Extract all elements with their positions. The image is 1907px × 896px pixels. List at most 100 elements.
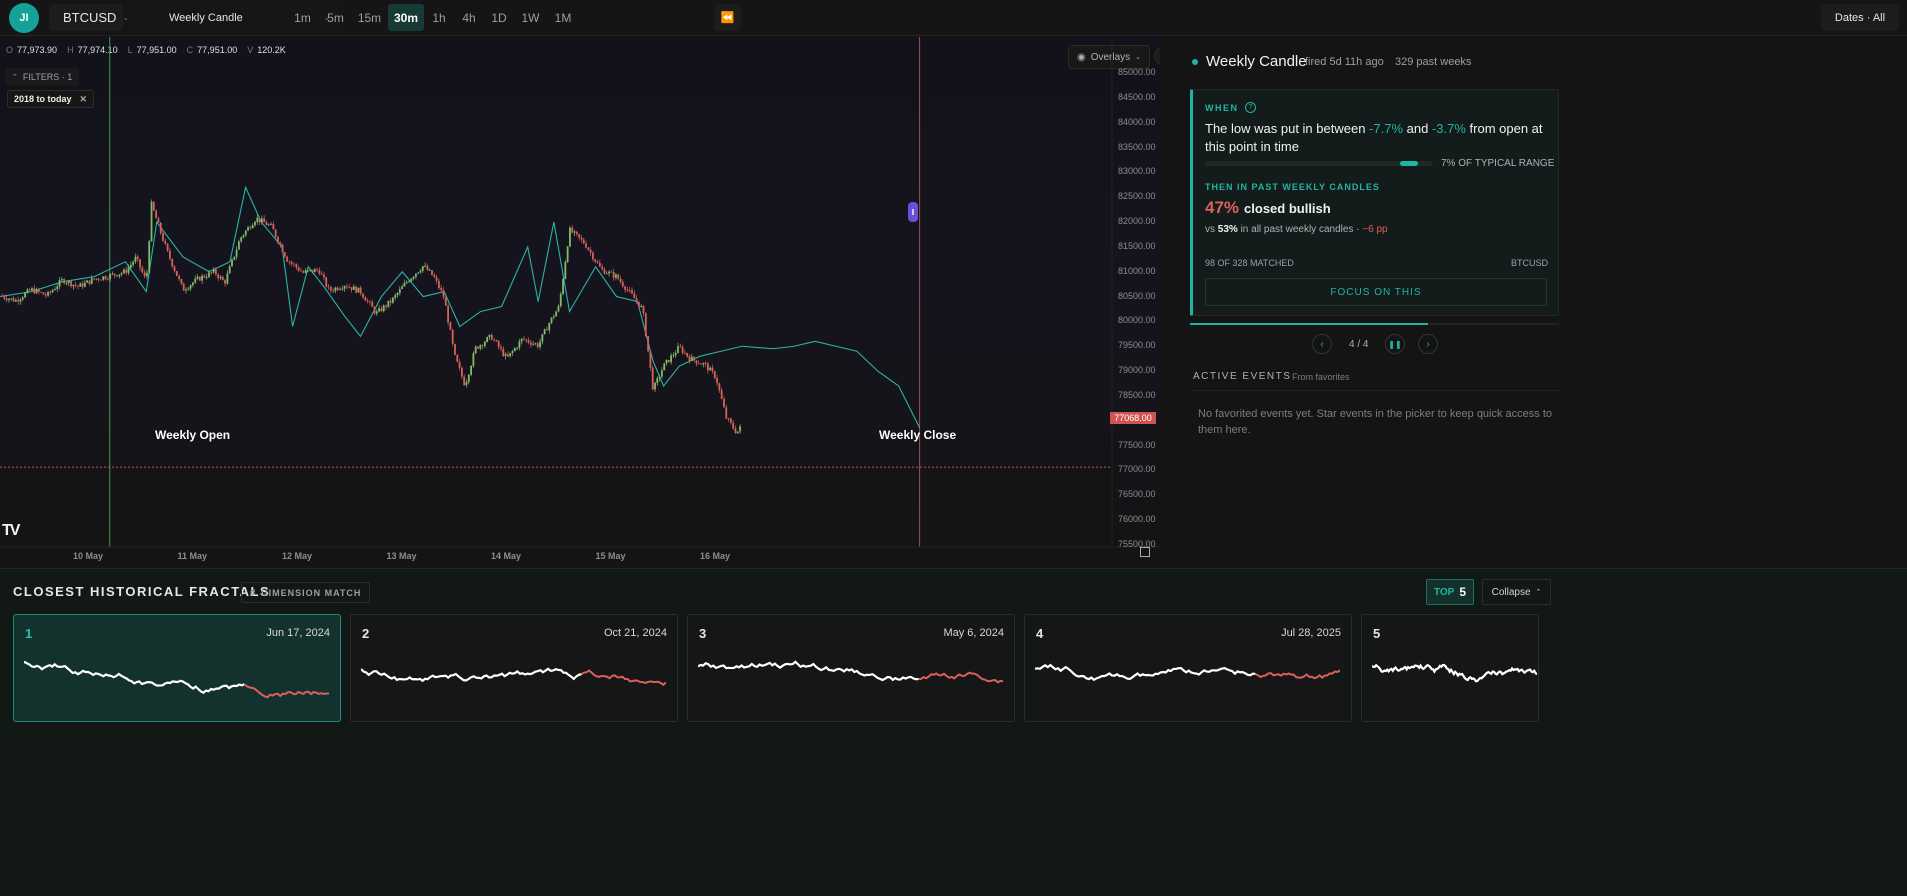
dimension-match-button[interactable]: ⧣ DIMENSION MATCH	[241, 582, 371, 603]
chevron-left-icon: ‹	[1320, 338, 1324, 350]
candle-body	[95, 278, 98, 280]
candle-body	[693, 356, 695, 361]
collapse-button[interactable]: Collapse ⌃	[1482, 579, 1551, 605]
candle-body	[198, 276, 201, 281]
candle-body	[573, 231, 576, 233]
candle-body	[385, 305, 387, 307]
candle-body	[231, 259, 233, 267]
candle-body	[339, 288, 341, 290]
x-tick-label: 12 May	[282, 551, 313, 561]
candle-body	[394, 295, 397, 298]
pause-icon: ❚❚	[1388, 339, 1402, 349]
fractal-card[interactable]: 5	[1361, 614, 1539, 722]
candle-body	[162, 233, 164, 241]
range-text: 7% OF TYPICAL RANGE	[1441, 158, 1555, 169]
replay-button[interactable]: ⏪	[714, 4, 741, 31]
candle-body	[171, 258, 174, 267]
prev-button[interactable]: ‹	[1312, 334, 1332, 354]
candle-body	[502, 348, 505, 357]
timeframe-1M[interactable]: 1M	[554, 10, 572, 25]
candle-body	[93, 278, 95, 280]
candle-body	[619, 278, 622, 282]
candle-body	[683, 352, 686, 354]
symbol-selector[interactable]: BTCUSD ⌄	[49, 4, 129, 31]
time-handle[interactable]: ‖	[908, 202, 918, 222]
price-chart[interactable]: O 77,973.90 H 77,974.10 L 77,951.00 C 77,951…	[0, 37, 1160, 567]
candle-body	[442, 290, 445, 297]
candle-body	[369, 301, 371, 303]
candle-body	[51, 290, 54, 293]
fullscreen-icon[interactable]	[1140, 547, 1150, 557]
timeframe-1m[interactable]: 1m	[294, 10, 311, 25]
candle-body	[555, 311, 558, 317]
candle-body	[304, 270, 307, 273]
candle-body	[665, 360, 668, 364]
pause-button[interactable]: ❚❚	[1385, 334, 1405, 354]
candle-body	[373, 306, 376, 314]
candle-body	[274, 229, 277, 237]
fractal-card[interactable]: 2 Oct 21, 2024	[350, 614, 678, 722]
candle-body	[504, 354, 507, 357]
timeframe-15m[interactable]: 15m	[357, 10, 382, 25]
candle-body	[711, 367, 714, 372]
candle-body	[47, 291, 49, 296]
top-n-button[interactable]: TOP 5	[1426, 579, 1474, 605]
candle-body	[527, 339, 530, 343]
candle-body	[541, 334, 544, 342]
user-avatar[interactable]: JI	[9, 3, 39, 33]
focus-button[interactable]: FOCUS ON THIS	[1205, 278, 1547, 306]
y-tick-label: 83500.00	[1118, 141, 1156, 152]
fractal-card[interactable]: 4 Jul 28, 2025	[1024, 614, 1352, 722]
x-tick-label: 16 May	[700, 551, 731, 561]
then-label: THEN IN PAST WEEKLY CANDLES	[1205, 182, 1380, 192]
help-icon[interactable]: ?	[1245, 102, 1256, 113]
fractal-card[interactable]: 1 Jun 17, 2024	[13, 614, 341, 722]
candle-body	[136, 256, 139, 260]
candle-body	[364, 297, 367, 301]
candle-body	[348, 287, 351, 288]
candle-body	[628, 289, 631, 291]
dates-filter-button[interactable]: Dates · All	[1821, 4, 1899, 31]
candle-body	[316, 269, 318, 271]
y-tick-label: 83000.00	[1118, 166, 1156, 177]
timeframe-1D[interactable]: 1D	[491, 10, 507, 25]
next-button[interactable]: ›	[1418, 334, 1438, 354]
candle-body	[612, 271, 615, 278]
candle-body	[516, 347, 518, 349]
timeframe-1h[interactable]: 1h	[432, 10, 446, 25]
candle-body	[589, 249, 592, 253]
timeframe-1W[interactable]: 1W	[521, 10, 540, 25]
candle-body	[387, 300, 390, 307]
timeframe-30m[interactable]: 30m	[388, 4, 424, 31]
candle-body	[695, 360, 698, 364]
candle-body	[267, 224, 270, 226]
candle-body	[546, 329, 548, 331]
candle-body	[129, 264, 132, 268]
candle-body	[702, 363, 705, 365]
close-icon[interactable]: ✕	[79, 93, 88, 104]
overlays-button[interactable]: ◉ Overlays ⌄	[1068, 45, 1150, 69]
candle-body	[470, 365, 472, 375]
candle-body	[564, 262, 567, 280]
timeframe-5m[interactable]: 5m	[327, 10, 344, 25]
candle-body	[33, 288, 36, 294]
candle-body	[272, 223, 275, 230]
candle-body	[670, 355, 672, 363]
candle-body	[587, 247, 590, 250]
filter-chip[interactable]: 2018 to today ✕	[7, 90, 95, 108]
candle-body	[617, 274, 620, 279]
chevron-down-icon: ⌄	[1135, 54, 1142, 61]
candle-body	[477, 346, 479, 349]
filters-toggle[interactable]: ⌃ FILTERS · 1	[5, 68, 80, 86]
candle-body	[26, 289, 29, 293]
candle-body	[111, 273, 114, 275]
fractal-card[interactable]: 3 May 6, 2024	[687, 614, 1015, 722]
timeframe-4h[interactable]: 4h	[462, 10, 476, 25]
past-weeks-text: 329 past weeks	[1395, 56, 1472, 68]
event-selector[interactable]: Weekly Candle ⌄	[127, 4, 339, 31]
candle-body	[148, 241, 151, 273]
candle-body	[736, 431, 739, 434]
candle-body	[529, 342, 532, 345]
fractal-forward-line	[580, 669, 666, 687]
candle-body	[203, 275, 206, 278]
